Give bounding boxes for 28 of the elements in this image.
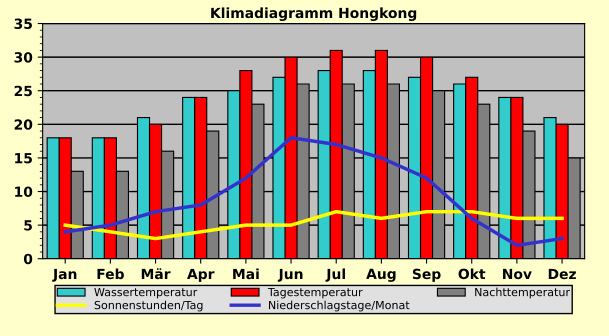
x-tick-label: Jul bbox=[326, 268, 345, 282]
legend-label: Sonnenstunden/Tag bbox=[94, 300, 202, 312]
x-tick-label: Jan bbox=[52, 268, 76, 282]
y-tick-label: 15 bbox=[15, 153, 32, 164]
x-tick-label: Mär bbox=[142, 268, 171, 280]
y-tick-label: 20 bbox=[14, 119, 32, 130]
x-tick-label: Apr bbox=[187, 268, 214, 282]
y-tick-label: 5 bbox=[24, 220, 32, 231]
legend-label: Niederschlagstage/Monat bbox=[269, 300, 410, 312]
y-tick-label: 0 bbox=[24, 254, 32, 264]
chart-title: Klimadiagramm Hongkong bbox=[211, 7, 416, 21]
y-tick-label: 25 bbox=[14, 86, 32, 96]
legend-label: Tagestemperatur bbox=[268, 288, 363, 298]
x-tick-label: Okt bbox=[458, 268, 486, 280]
x-tick-label: Dez bbox=[548, 268, 576, 280]
y-tick-label: 10 bbox=[15, 186, 32, 197]
line-series bbox=[63, 136, 564, 248]
legend-label: Nachttemperatur bbox=[475, 288, 570, 298]
y-tick-label: 35 bbox=[14, 18, 32, 29]
x-tick-label: Jun bbox=[278, 268, 302, 282]
y-tick-label: 30 bbox=[14, 52, 32, 63]
x-tick-label: Aug bbox=[366, 268, 396, 282]
legend-label: Wassertemperatur bbox=[94, 288, 198, 298]
line-series bbox=[63, 210, 564, 240]
x-tick-label: Mai bbox=[233, 268, 259, 280]
x-tick-label: Nov bbox=[503, 268, 532, 280]
x-tick-label: Feb bbox=[98, 268, 124, 280]
x-tick-label: Sep bbox=[412, 268, 441, 282]
